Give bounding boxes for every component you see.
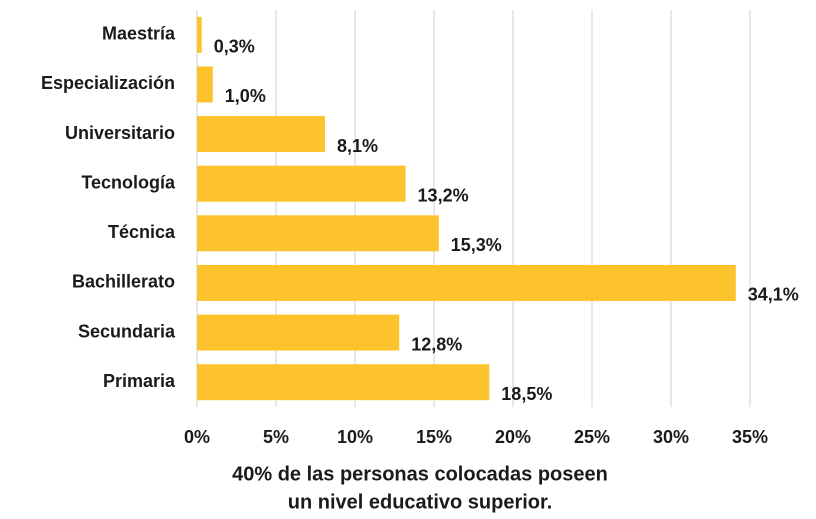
y-tick-label: Primaria (103, 371, 176, 391)
bar (197, 116, 325, 153)
x-tick-label: 5% (263, 427, 289, 447)
value-label: 13,2% (418, 185, 469, 205)
value-label: 34,1% (748, 285, 799, 305)
bar (197, 66, 213, 103)
bar (197, 314, 400, 351)
y-tick-label: Secundaria (78, 321, 176, 341)
bar (197, 264, 736, 301)
value-label: 15,3% (451, 235, 502, 255)
x-tick-label: 25% (574, 427, 610, 447)
x-axis-title: un nivel educativo superior. (288, 491, 553, 513)
x-tick-label: 30% (653, 427, 689, 447)
value-label: 8,1% (337, 136, 378, 156)
y-tick-label: Especialización (41, 73, 175, 93)
bar (197, 16, 202, 53)
y-tick-label: Tecnología (81, 172, 176, 192)
bar (197, 165, 406, 202)
value-label: 12,8% (411, 334, 462, 354)
y-tick-label: Bachillerato (72, 272, 175, 292)
x-tick-label: 35% (732, 427, 768, 447)
y-tick-label: Técnica (108, 222, 176, 242)
y-tick-label: Maestría (102, 24, 176, 44)
value-label: 1,0% (225, 86, 266, 106)
y-tick-label: Universitario (65, 123, 175, 143)
x-tick-label: 15% (416, 427, 452, 447)
x-axis-title: 40% de las personas colocadas poseen (232, 463, 608, 485)
value-label: 0,3% (214, 37, 255, 57)
x-tick-label: 10% (337, 427, 373, 447)
bar (197, 215, 439, 252)
x-tick-label: 20% (495, 427, 531, 447)
x-tick-label: 0% (184, 427, 210, 447)
value-label: 18,5% (501, 384, 552, 404)
bar (197, 364, 490, 401)
